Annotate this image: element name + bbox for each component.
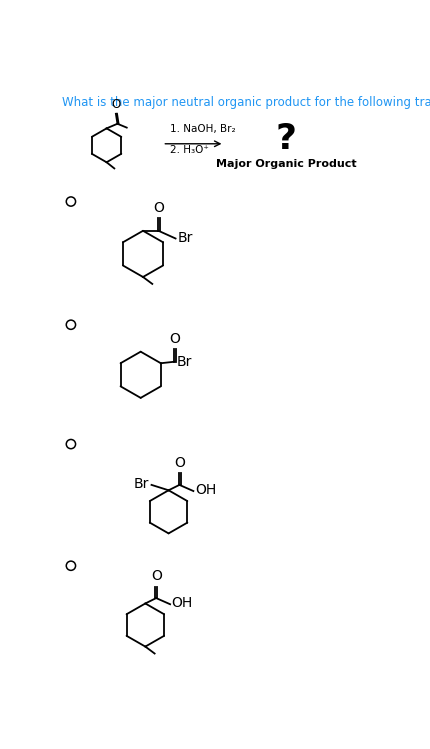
- Text: O: O: [174, 456, 184, 470]
- Text: 1. NaOH, Br₂: 1. NaOH, Br₂: [170, 124, 235, 134]
- Text: Br: Br: [133, 477, 149, 491]
- Text: Br: Br: [177, 355, 192, 369]
- Text: What is the major neutral organic product for the following transformation?: What is the major neutral organic produc…: [61, 96, 430, 109]
- Text: Major Organic Product: Major Organic Product: [215, 160, 356, 169]
- Text: O: O: [153, 201, 164, 216]
- Text: ?: ?: [275, 122, 296, 157]
- Text: Br: Br: [178, 231, 193, 245]
- Text: OH: OH: [194, 483, 216, 497]
- Text: OH: OH: [171, 596, 193, 610]
- Text: O: O: [169, 333, 180, 346]
- Text: O: O: [150, 569, 161, 583]
- Text: O: O: [111, 98, 121, 112]
- Text: 2. H₃O⁺: 2. H₃O⁺: [170, 145, 209, 155]
